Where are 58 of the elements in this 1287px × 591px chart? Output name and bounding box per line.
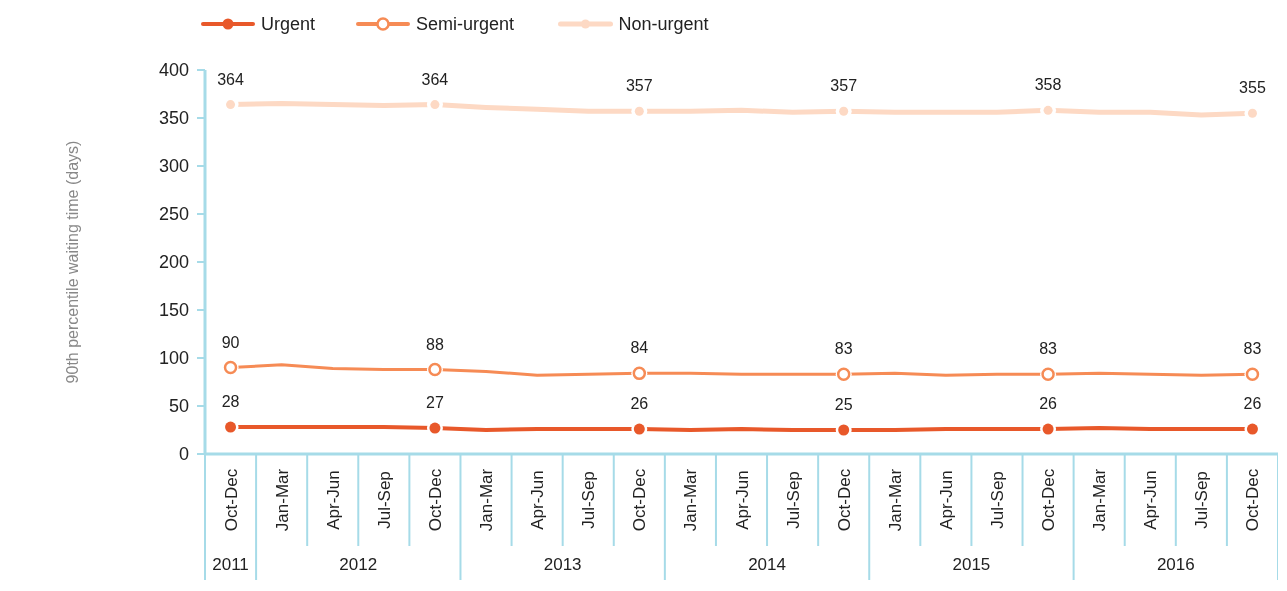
- x-tick-label: Oct-Dec: [1039, 468, 1059, 532]
- x-tick-label: Jan-Mar: [272, 468, 292, 532]
- x-tick-label: Oct-Dec: [221, 468, 241, 532]
- x-tick-label: Jul-Sep: [783, 471, 803, 529]
- data-label: 27: [426, 394, 444, 412]
- y-axis-title: 90th percentile waiting time (days): [64, 140, 81, 384]
- data-label: 83: [1039, 340, 1058, 358]
- x-tick-label: Apr-Jun: [323, 470, 343, 530]
- x-tick-label: Oct-Dec: [834, 468, 854, 532]
- x-tick-label: Oct-Dec: [1243, 468, 1263, 532]
- data-label: 25: [834, 396, 853, 413]
- legend-label: Urgent: [261, 14, 316, 34]
- x-tick-label: Apr-Jun: [1141, 470, 1161, 530]
- data-label: 26: [1039, 395, 1058, 413]
- x-tick-label: Jan-Mar: [681, 468, 701, 532]
- text: 2014: [748, 555, 786, 574]
- legend-label: Non-urgent: [618, 14, 709, 34]
- data-label: 357: [625, 77, 653, 95]
- x-tick-label: Oct-Dec: [425, 468, 445, 532]
- y-tick-label: 100: [158, 348, 189, 368]
- data-label: 88: [426, 335, 444, 353]
- data-label: 90: [221, 333, 240, 351]
- x-tick-label: Apr-Jun: [732, 470, 752, 530]
- y-tick-label: 200: [158, 252, 189, 272]
- legend-label: Semi-urgent: [416, 14, 515, 34]
- y-tick-label: 400: [158, 60, 189, 80]
- text: 2013: [543, 555, 582, 574]
- data-label: 357: [830, 77, 858, 95]
- x-tick-label: Jan-Mar: [1090, 468, 1110, 532]
- data-label: 83: [1243, 340, 1262, 358]
- text: 2011: [212, 555, 249, 574]
- data-label: 364: [217, 70, 244, 88]
- data-label: 84: [630, 339, 649, 357]
- x-tick-label: Jul-Sep: [374, 471, 394, 529]
- data-label: 358: [1034, 76, 1062, 94]
- x-tick-label: Jul-Sep: [1192, 471, 1212, 529]
- y-tick-label: 50: [168, 396, 189, 416]
- data-label: 364: [421, 70, 449, 88]
- y-tick-label: 150: [158, 300, 189, 320]
- x-tick-label: Oct-Dec: [630, 468, 650, 532]
- x-tick-label: Apr-Jun: [528, 470, 548, 530]
- text: 2016: [1156, 555, 1195, 574]
- data-label: 26: [1243, 395, 1262, 413]
- y-tick-label: 350: [158, 108, 189, 128]
- x-tick-label: Jul-Sep: [579, 471, 599, 529]
- text: 2012: [339, 555, 378, 574]
- y-tick-label: 0: [178, 444, 189, 464]
- text: 2015: [952, 555, 991, 574]
- x-tick-label: Jan-Mar: [477, 468, 497, 532]
- x-tick-label: Jul-Sep: [987, 471, 1007, 529]
- y-tick-label: 250: [158, 204, 189, 224]
- data-label: 83: [834, 340, 853, 358]
- data-label: 28: [221, 393, 240, 411]
- data-label: 355: [1239, 79, 1266, 97]
- data-label: 26: [630, 395, 649, 413]
- x-tick-label: Apr-Jun: [936, 470, 956, 530]
- x-tick-label: Jan-Mar: [885, 468, 905, 532]
- y-tick-label: 300: [158, 156, 189, 176]
